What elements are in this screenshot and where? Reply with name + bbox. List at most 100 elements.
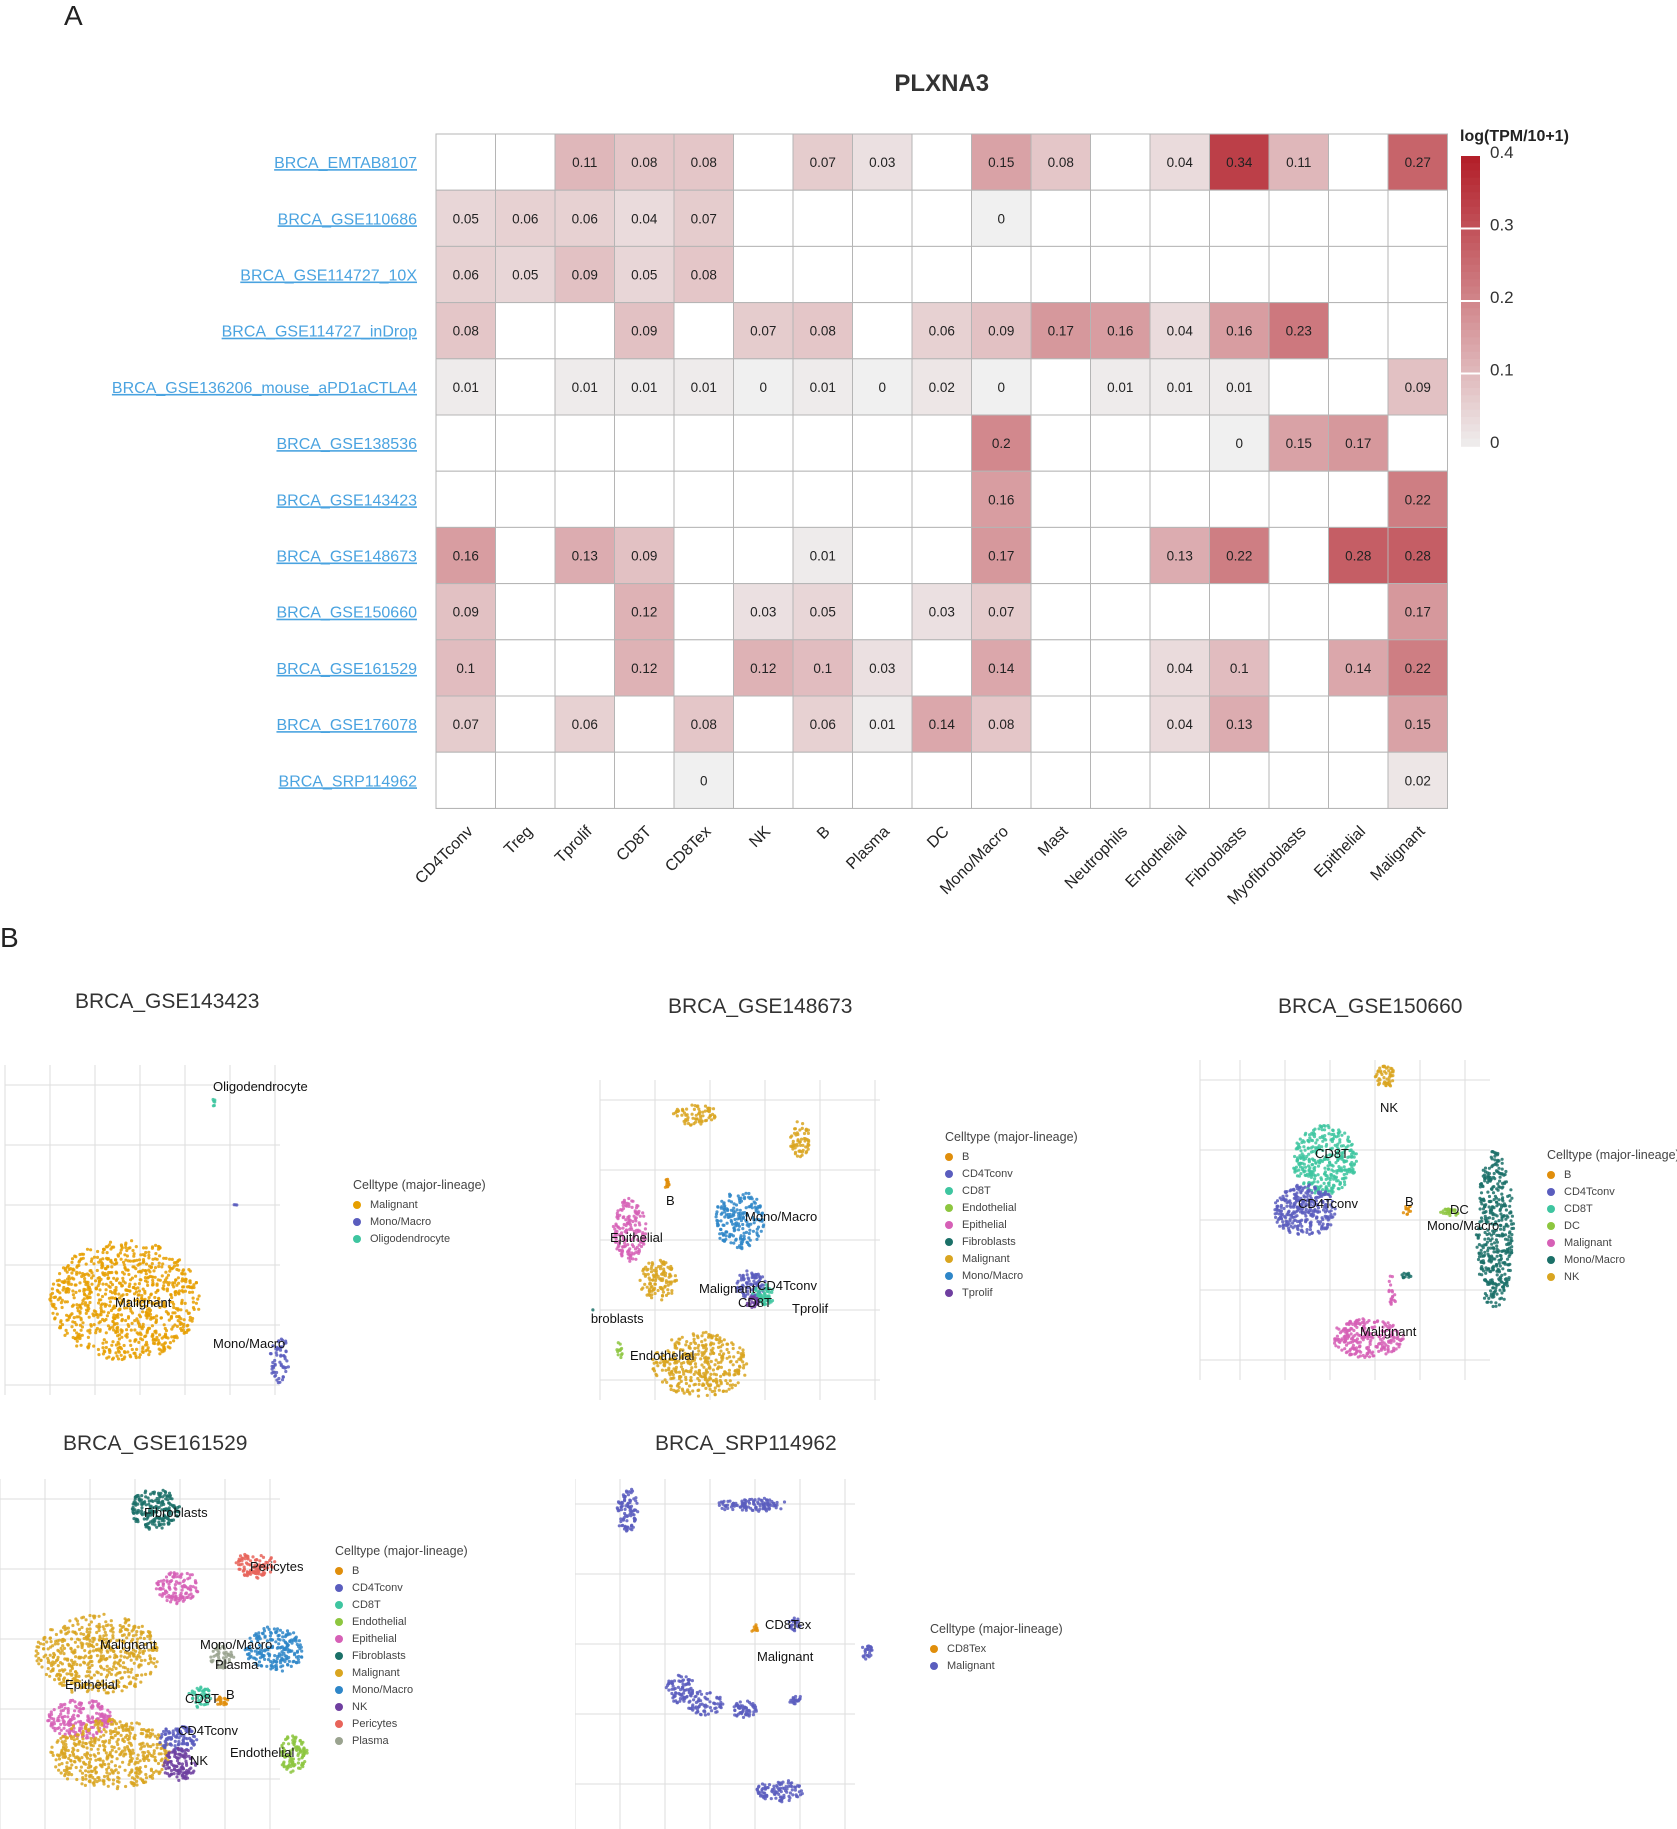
umap-point [59,1319,63,1323]
heatmap-row-label[interactable]: BRCA_GSE114727_10X [240,268,417,285]
umap-point [672,1376,676,1380]
colorbar-segment [1461,177,1480,186]
umap-point [194,1301,198,1305]
umap-point [183,1330,187,1334]
umap-point [732,1355,736,1359]
heatmap-row-label[interactable]: BRCA_GSE110686 [278,211,417,228]
umap-point [1479,1226,1484,1230]
umap-point [80,1625,84,1630]
colorbar-segment [1461,272,1480,281]
umap-point [719,1365,723,1369]
heatmap-cell-value: 0.04 [1167,324,1194,339]
umap-point [185,1309,189,1313]
umap-point [717,1388,721,1392]
umap-point [277,1376,281,1381]
heatmap-cell-value: 0.23 [1286,324,1312,339]
umap-point [55,1312,59,1316]
umap-point [764,1283,768,1287]
heatmap-row-label[interactable]: BRCA_SRP114962 [279,773,418,790]
umap-point [149,1292,153,1296]
umap-point [1308,1203,1312,1207]
heatmap-row-label[interactable]: BRCA_GSE114727_inDrop [222,324,417,341]
umap-point [118,1296,122,1300]
umap-point [662,1360,666,1365]
umap-point [173,1290,177,1294]
umap-point [721,1343,725,1347]
umap-point [1370,1325,1374,1329]
umap-point [1366,1335,1370,1339]
heatmap-cell [1030,639,1091,697]
umap-point [751,1215,755,1219]
heatmap-row-label[interactable]: BRCA_GSE148673 [276,549,417,566]
umap-point [747,1301,751,1305]
umap-point [115,1261,119,1265]
umap-point [757,1279,761,1283]
umap-point [1490,1242,1494,1246]
umap-point [1313,1165,1317,1169]
umap-point [1304,1173,1308,1178]
heatmap-row-label[interactable]: BRCA_GSE143423 [276,492,417,509]
umap-point [123,1650,127,1654]
heatmap-row-label[interactable]: BRCA_GSE150660 [276,605,417,622]
umap-point [60,1649,64,1653]
umap-point [1456,1211,1460,1215]
heatmap-cell [1149,526,1210,585]
umap-point [1298,1137,1302,1141]
umap-point [97,1353,101,1357]
umap-point [795,1154,800,1158]
heatmap-cell [852,470,913,528]
umap-point [147,1631,152,1635]
umap-point [133,1299,137,1303]
legend-dot-icon [353,1217,361,1226]
umap-point [98,1625,102,1629]
umap-point [684,1375,688,1379]
heatmap-row-label[interactable]: BRCA_GSE136206_mouse_aPD1aCTLA4 [112,380,417,397]
umap-point [685,1340,689,1344]
umap-point [137,1289,141,1293]
umap-point [75,1331,79,1335]
colorbar-segment [1461,315,1480,324]
legend-dot-icon [1547,1238,1555,1247]
umap-point [165,1579,169,1583]
heatmap-cell [971,245,1032,304]
umap-point [736,1211,741,1215]
umap-point [1337,1128,1341,1132]
heatmap-cell [1387,245,1448,304]
umap-point [1382,1082,1386,1086]
umap-point [68,1663,72,1667]
umap-point [1493,1241,1497,1245]
umap-point [167,1593,171,1598]
umap-point [1489,1300,1493,1304]
umap-point [701,1110,705,1114]
umap-point [104,1345,108,1350]
umap-point [119,1257,123,1261]
umap-point [1339,1144,1343,1148]
heatmap-cell-value: 0.02 [929,380,955,395]
umap-point [693,1346,697,1350]
heatmap-cell [1149,583,1210,641]
umap-point [110,1283,115,1287]
umap-point [157,1245,161,1249]
umap-point [711,1368,715,1372]
heatmap-row-label[interactable]: BRCA_GSE138536 [276,436,417,453]
umap-cluster-label: Mono/Macro [213,1336,285,1351]
heatmap-row-label[interactable]: BRCA_GSE176078 [276,717,417,734]
heatmap-cell [673,414,734,472]
heatmap-row-label[interactable]: BRCA_GSE161529 [276,661,417,678]
umap-point [1391,1070,1395,1074]
umap-point [276,1346,280,1350]
umap-point [1307,1157,1311,1161]
umap-point [638,1214,642,1218]
umap-point [263,1567,267,1571]
umap-point [51,1311,55,1315]
umap-point [145,1343,149,1347]
umap-point [795,1120,799,1124]
umap-point [107,1348,111,1352]
umap-point [734,1286,739,1290]
heatmap-row-label[interactable]: BRCA_EMTAB8107 [274,155,417,172]
umap-point [760,1283,764,1287]
umap-point [662,1354,666,1358]
umap-point [1405,1212,1409,1216]
umap-point [679,1375,683,1379]
umap-point [153,1275,157,1279]
